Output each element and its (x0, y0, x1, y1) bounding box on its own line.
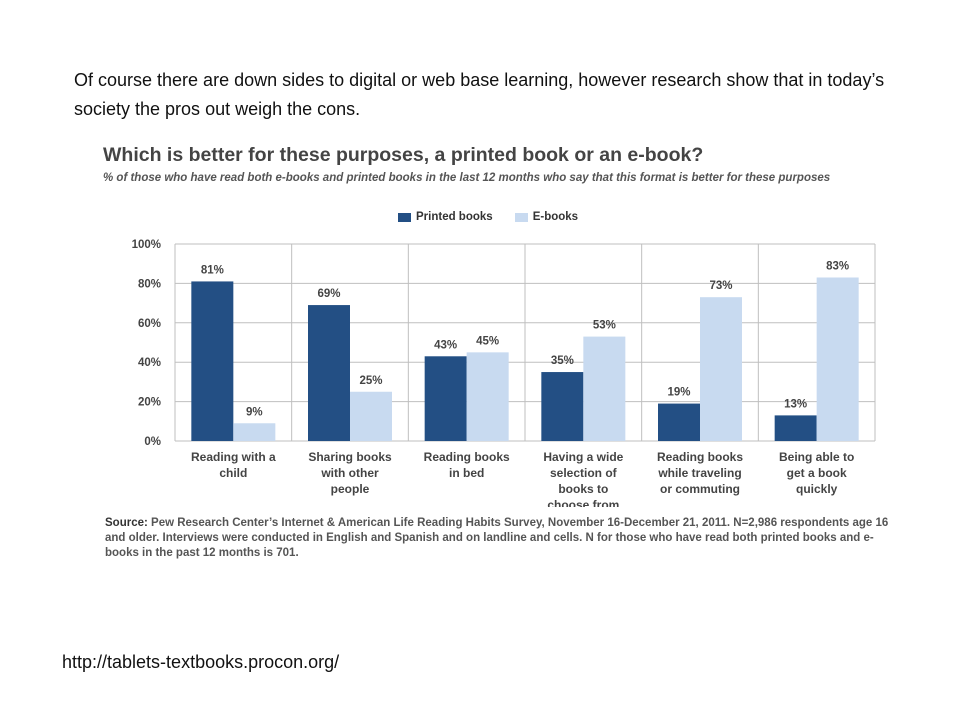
data-label: 35% (551, 355, 574, 367)
source-text: Pew Research Center’s Internet & America… (105, 517, 889, 559)
legend-swatch-printed (398, 212, 411, 222)
intro-text: Of course there are down sides to digita… (74, 70, 885, 119)
data-label: 9% (246, 406, 263, 418)
legend-label-ebooks: E-books (532, 211, 579, 223)
bar-ebooks (466, 352, 509, 441)
y-tick-label: 80% (138, 278, 161, 290)
data-label: 83% (826, 260, 849, 272)
data-label: 81% (201, 264, 224, 276)
data-label: 13% (784, 398, 807, 410)
data-label: 25% (359, 375, 382, 387)
bar-printed (424, 356, 467, 441)
bar-ebooks (233, 423, 276, 441)
bar-printed (774, 415, 817, 441)
footer-url: http://tablets-textbooks.procon.org/ (62, 652, 340, 672)
bar-printed (308, 305, 350, 441)
bar-ebooks (816, 277, 859, 441)
y-tick-label: 100% (132, 239, 161, 251)
y-tick-label: 60% (138, 318, 161, 330)
data-label: 19% (667, 387, 690, 399)
source-label: Source: (105, 517, 148, 529)
x-tick-label: Sharing books (308, 450, 392, 464)
legend-item-ebooks: E-books (514, 211, 579, 223)
x-tick-label: Reading with a (191, 450, 276, 464)
x-tick-label: Being able to (779, 450, 854, 464)
chart-title: Which is better for these purposes, a pr… (103, 144, 704, 166)
x-tick-label: Reading books (424, 450, 510, 464)
x-tick-label: in bed (449, 466, 484, 480)
bar-printed (541, 372, 584, 441)
data-label: 43% (434, 339, 457, 351)
x-tick-label: people (331, 482, 370, 496)
bar-chart: 0% 20% 40% 60% 80% 100% 81% 69% 43% 35% 19% 13% 9% 25… (132, 239, 876, 507)
legend-label-printed: Printed books (416, 211, 493, 223)
legend-item-printed: Printed books (398, 211, 493, 223)
x-tick-label: get a book (787, 466, 847, 480)
bar-ebooks (700, 297, 742, 441)
bar-ebooks (583, 336, 626, 441)
x-tick-label: quickly (796, 482, 838, 496)
x-tick-label: while traveling (657, 466, 741, 480)
chart-subtitle: % of those who have read both e-books an… (103, 172, 831, 184)
bar-printed (191, 281, 234, 441)
data-label: 45% (476, 335, 499, 347)
y-tick-label: 40% (138, 357, 161, 369)
x-tick-label: or commuting (660, 482, 740, 496)
chart-legend: Printed books E-books (398, 211, 600, 223)
data-label: 53% (593, 320, 616, 332)
data-label: 73% (709, 280, 732, 292)
bar-ebooks (350, 391, 392, 441)
x-tick-label: selection of (550, 466, 618, 480)
x-tick-label: books to (558, 482, 608, 496)
data-label: 69% (317, 288, 340, 300)
y-tick-label: 0% (144, 436, 161, 448)
y-tick-label: 20% (138, 397, 161, 409)
source-note: Source: Pew Research Center’s Internet &… (105, 516, 890, 561)
x-tick-label: choose from (547, 498, 619, 507)
x-tick-label: Reading books (657, 450, 743, 464)
x-tick-label: child (219, 466, 247, 480)
bar-printed (658, 403, 700, 441)
x-tick-label: Having a wide (543, 450, 623, 464)
x-tick-label: with other (320, 466, 379, 480)
legend-swatch-ebooks (514, 212, 528, 222)
